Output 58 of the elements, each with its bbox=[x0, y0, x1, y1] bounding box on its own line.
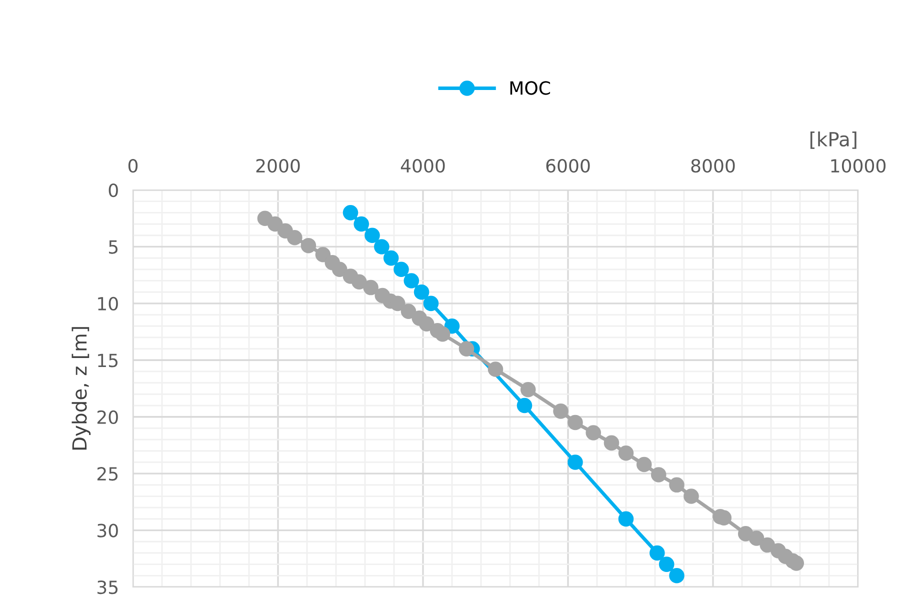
point bbox=[300, 238, 316, 254]
point bbox=[394, 262, 409, 278]
x-tick-label: 0 bbox=[128, 158, 138, 173]
point bbox=[586, 425, 602, 440]
point bbox=[342, 205, 358, 220]
y-tick-label: 15 bbox=[98, 354, 118, 368]
point bbox=[444, 318, 460, 334]
point bbox=[650, 467, 666, 482]
point bbox=[748, 530, 764, 546]
point bbox=[788, 556, 804, 571]
point bbox=[315, 247, 331, 262]
point bbox=[669, 477, 684, 493]
point bbox=[553, 404, 568, 419]
point bbox=[423, 296, 439, 312]
point bbox=[458, 341, 474, 356]
point bbox=[383, 250, 399, 266]
point bbox=[760, 537, 776, 553]
point bbox=[488, 362, 504, 377]
point bbox=[400, 304, 416, 320]
point bbox=[414, 284, 430, 300]
point bbox=[684, 488, 699, 504]
point bbox=[604, 435, 620, 451]
y-tick-label: 25 bbox=[97, 467, 118, 481]
point bbox=[352, 274, 367, 290]
y-tick-label: 35 bbox=[98, 580, 118, 594]
point bbox=[363, 280, 378, 296]
point bbox=[618, 446, 634, 461]
point bbox=[332, 262, 348, 278]
legend-label: MOC bbox=[510, 81, 550, 95]
x-tick-label: 4000 bbox=[400, 158, 445, 173]
point bbox=[354, 216, 370, 232]
x-axis-title: [kPa] bbox=[810, 131, 856, 149]
point bbox=[418, 316, 434, 332]
point bbox=[669, 568, 684, 584]
point bbox=[658, 556, 674, 572]
x-tick-label: 2000 bbox=[256, 158, 300, 173]
point bbox=[568, 414, 583, 430]
point bbox=[636, 456, 652, 472]
x-tick-label: 6000 bbox=[546, 158, 590, 173]
y-tick-label: 10 bbox=[98, 296, 118, 311]
point bbox=[287, 230, 302, 246]
point bbox=[404, 273, 420, 288]
point bbox=[520, 382, 536, 398]
point bbox=[568, 454, 583, 470]
point bbox=[374, 239, 390, 254]
point bbox=[267, 216, 283, 232]
point bbox=[618, 511, 634, 527]
y-tick-label: 30 bbox=[98, 524, 118, 538]
x-tick-label: 8000 bbox=[691, 158, 735, 173]
y-axis-title: Dybde, z [m] bbox=[72, 327, 91, 450]
point bbox=[434, 326, 450, 342]
y-tick-label: 0 bbox=[108, 183, 118, 198]
point bbox=[650, 545, 665, 561]
point bbox=[516, 398, 532, 414]
y-tick-label: 5 bbox=[109, 240, 118, 254]
point bbox=[364, 228, 380, 244]
x-tick-label: 10000 bbox=[831, 158, 886, 173]
y-tick-label: 20 bbox=[97, 410, 118, 424]
